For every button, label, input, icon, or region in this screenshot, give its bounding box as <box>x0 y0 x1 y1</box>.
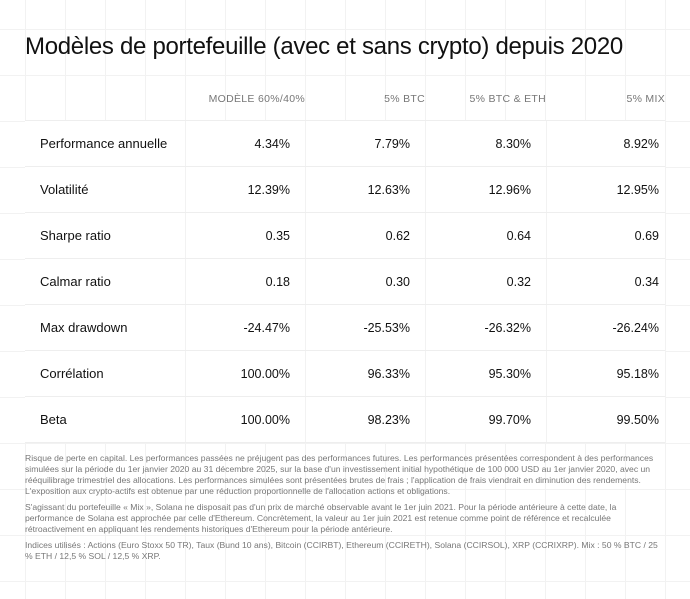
cell-value: 0.30 <box>305 259 425 304</box>
cell-value: 12.39% <box>185 167 305 212</box>
cell-value: 96.33% <box>305 351 425 396</box>
table-row: Corrélation 100.00% 96.33% 95.30% 95.18% <box>25 350 665 396</box>
cell-value: 12.95% <box>546 167 665 212</box>
row-label: Calmar ratio <box>40 274 111 289</box>
cell-value: 0.34 <box>546 259 665 304</box>
cell-value: 0.18 <box>185 259 305 304</box>
row-label: Corrélation <box>40 366 104 381</box>
note-indices: Indices utilisés : Actions (Euro Stoxx 5… <box>25 540 658 561</box>
cell-value: 0.64 <box>425 213 546 258</box>
cell-value: -26.24% <box>546 305 665 350</box>
table-row: Sharpe ratio 0.35 0.62 0.64 0.69 <box>25 212 665 258</box>
row-label: Volatilité <box>40 182 89 197</box>
cell-value: 99.70% <box>425 397 546 442</box>
note-risk: Risque de perte en capital. Les performa… <box>25 453 654 496</box>
row-label: Max drawdown <box>40 320 128 335</box>
table-row: Volatilité 12.39% 12.63% 12.96% 12.95% <box>25 166 665 212</box>
cell-value: 0.35 <box>185 213 305 258</box>
row-label: Beta <box>40 412 67 427</box>
note-solana: S'agissant du portefeuille « Mix », Sola… <box>25 502 617 534</box>
header-5-btc-eth: 5% BTC & ETH <box>469 93 546 105</box>
cell-value: 100.00% <box>185 397 305 442</box>
cell-value: 12.96% <box>425 167 546 212</box>
cell-value: -25.53% <box>305 305 425 350</box>
cell-value: 100.00% <box>185 351 305 396</box>
portfolio-table: MODÈLE 60%/40% 5% BTC 5% BTC & ETH 5% MI… <box>25 78 665 443</box>
cell-value: 8.30% <box>425 121 546 166</box>
cell-value: -24.47% <box>185 305 305 350</box>
header-5-mix: 5% MIX <box>626 93 665 105</box>
page-title: Modèles de portefeuille (avec et sans cr… <box>25 33 623 60</box>
cell-value: 7.79% <box>305 121 425 166</box>
table-row: Max drawdown -24.47% -25.53% -26.32% -26.24% <box>25 304 665 350</box>
cell-value: 12.63% <box>305 167 425 212</box>
disclaimer-notes: Risque de perte en capital. Les performa… <box>25 453 665 567</box>
header-60-40: MODÈLE 60%/40% <box>208 93 305 105</box>
cell-value: -26.32% <box>425 305 546 350</box>
header-5-btc: 5% BTC <box>384 93 425 105</box>
cell-value: 4.34% <box>185 121 305 166</box>
cell-value: 95.18% <box>546 351 665 396</box>
table-row: Beta 100.00% 98.23% 99.70% 99.50% <box>25 396 665 443</box>
cell-value: 0.69 <box>546 213 665 258</box>
cell-value: 98.23% <box>305 397 425 442</box>
cell-value: 99.50% <box>546 397 665 442</box>
table-row: Calmar ratio 0.18 0.30 0.32 0.34 <box>25 258 665 304</box>
cell-value: 0.62 <box>305 213 425 258</box>
table-row: Performance annuelle 4.34% 7.79% 8.30% 8.92% <box>25 120 665 166</box>
cell-value: 0.32 <box>425 259 546 304</box>
cell-value: 8.92% <box>546 121 665 166</box>
row-label: Sharpe ratio <box>40 228 111 243</box>
row-label: Performance annuelle <box>40 136 168 151</box>
cell-value: 95.30% <box>425 351 546 396</box>
table-header-row: MODÈLE 60%/40% 5% BTC 5% BTC & ETH 5% MI… <box>25 78 665 120</box>
